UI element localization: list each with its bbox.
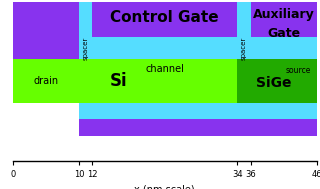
Text: source: source: [286, 66, 311, 75]
Bar: [237, 59, 317, 104]
Text: Control Gate: Control Gate: [110, 10, 219, 25]
Bar: [79, 104, 317, 119]
Bar: [79, 2, 92, 59]
Text: Si: Si: [110, 72, 127, 90]
Bar: [251, 2, 317, 37]
Bar: [79, 119, 317, 136]
Text: drain: drain: [33, 76, 59, 86]
Bar: [237, 104, 317, 119]
Text: spacer: spacer: [241, 36, 247, 60]
X-axis label: x (nm scale): x (nm scale): [134, 184, 195, 189]
Text: channel: channel: [145, 64, 184, 74]
Bar: [237, 2, 251, 59]
Text: Gate: Gate: [267, 27, 300, 40]
Bar: [79, 37, 317, 59]
Bar: [13, 2, 79, 59]
Bar: [13, 59, 317, 104]
Bar: [92, 2, 237, 37]
Text: Auxiliary: Auxiliary: [253, 8, 315, 21]
Bar: [237, 119, 317, 136]
Text: SiGe: SiGe: [256, 76, 292, 90]
Text: spacer: spacer: [83, 36, 89, 60]
